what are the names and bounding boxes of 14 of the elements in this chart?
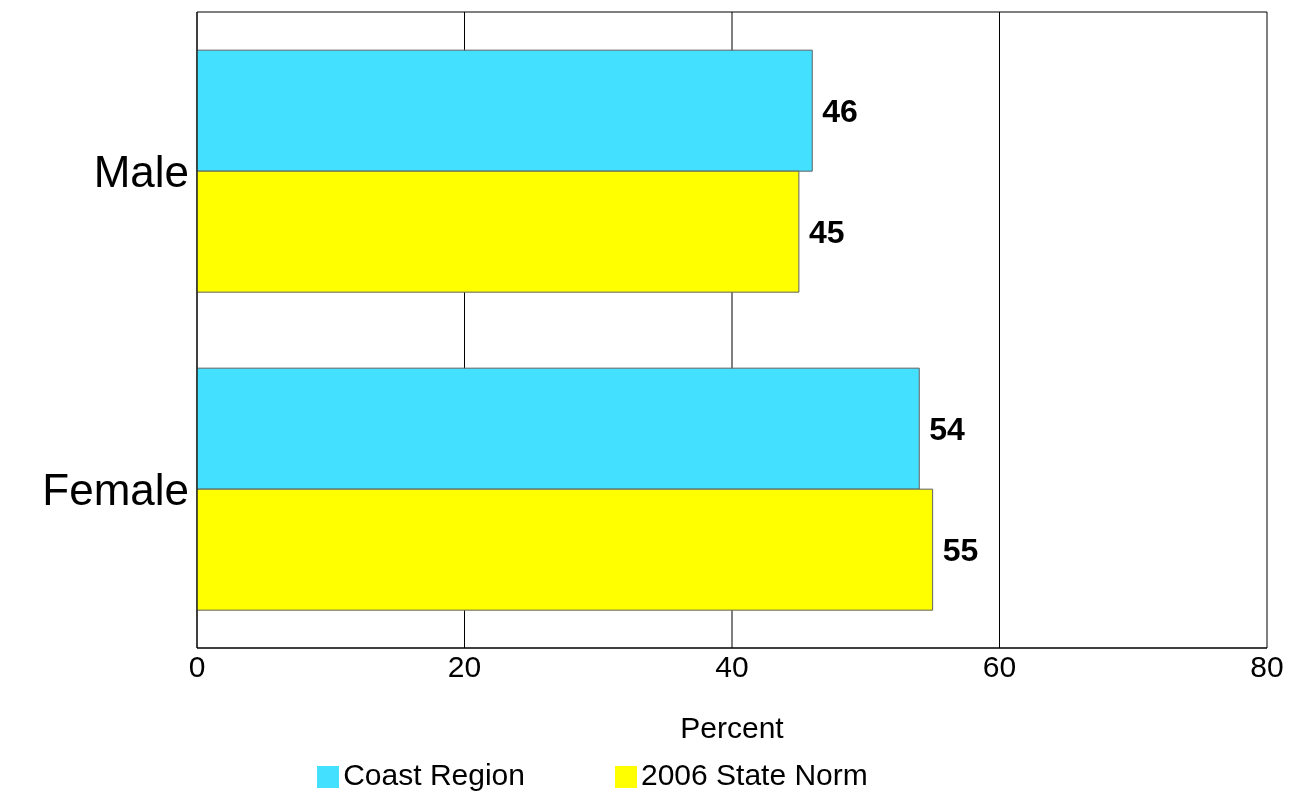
x-tick-label: 20	[447, 650, 482, 684]
data-label: 46	[822, 93, 858, 130]
x-tick-label: 0	[188, 650, 206, 684]
x-tick-label: 40	[715, 650, 749, 684]
x-tick-label: 60	[982, 650, 1017, 684]
x-axis-title: Percent	[680, 711, 785, 744]
data-label: 54	[929, 411, 966, 448]
x-tick-label: 80	[1250, 650, 1284, 684]
data-label: 55	[942, 532, 979, 569]
legend-label: 2006 State Norm	[640, 758, 868, 791]
y-tick-label: Female	[42, 464, 189, 514]
data-label: 45	[808, 214, 845, 251]
legend-label: Coast Region	[343, 758, 525, 791]
y-tick-label: Male	[93, 146, 189, 196]
